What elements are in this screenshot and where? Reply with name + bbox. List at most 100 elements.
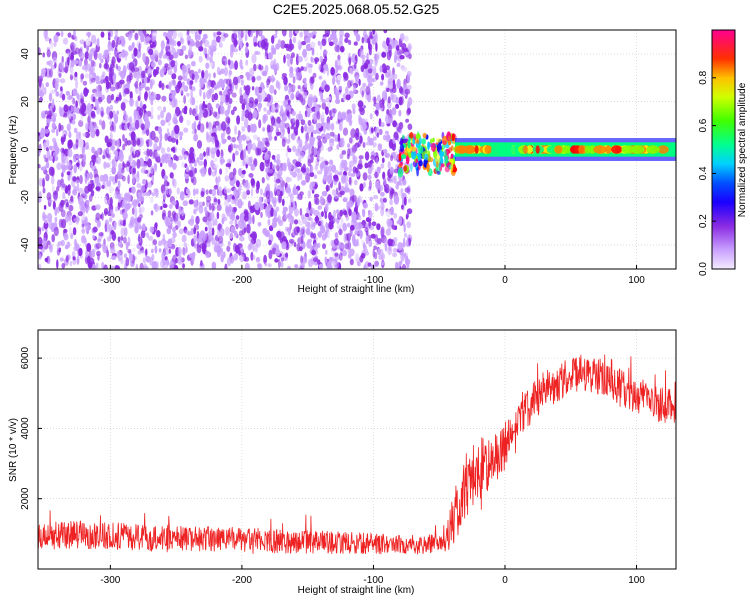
spectrogram-cell — [381, 90, 388, 100]
spectrogram-cell — [239, 59, 243, 69]
spectrogram-cell — [343, 233, 347, 243]
spectrogram-cell — [307, 189, 311, 199]
spectrogram-cell — [256, 137, 261, 142]
spectrogram-cell — [244, 109, 250, 119]
spectrogram-cell — [229, 204, 232, 210]
spectrogram-cell — [159, 140, 162, 149]
spectrogram-cell — [268, 125, 274, 133]
spectrogram-cell — [315, 215, 319, 224]
spectrogram-cell — [319, 55, 324, 63]
spectrogram-cell — [360, 252, 366, 259]
spectrogram-cell — [106, 147, 110, 154]
spectrogram-cell — [150, 165, 154, 175]
spectrogram-cell — [376, 238, 382, 245]
spectrogram-cell — [43, 86, 47, 95]
spectrogram-cell — [189, 253, 194, 258]
spectrogram-cell — [208, 167, 212, 176]
spectrogram-cell — [353, 62, 357, 70]
spectrogram-cell — [173, 65, 178, 73]
spectrogram-cell — [154, 245, 158, 254]
spectrogram-cell — [229, 232, 234, 239]
spectrogram-cell — [408, 132, 414, 139]
spectrogram-cell — [421, 138, 427, 145]
spectrogram-cell — [188, 218, 195, 226]
spectrogram-cell — [228, 70, 233, 76]
spectrogram-cell — [61, 172, 64, 178]
spectrogram-cell — [209, 211, 215, 222]
spectrogram-cell — [136, 170, 140, 178]
spectrogram-cell — [67, 139, 73, 149]
spectrogram-cell — [168, 203, 173, 209]
spectrogram-cell — [38, 177, 43, 187]
spectrogram-cell — [128, 62, 135, 71]
spectrogram-cell — [306, 207, 310, 215]
spectrogram-cell — [285, 252, 289, 258]
spectrogram-cell — [172, 90, 177, 96]
spectrogram-cell — [227, 240, 231, 246]
spectrogram-cell — [426, 162, 430, 173]
spectrogram-cell — [305, 173, 310, 183]
spectrogram-cell — [53, 42, 57, 47]
spectrogram-cell — [365, 235, 369, 245]
spectrogram-cell — [244, 34, 248, 42]
spectrogram-cell — [44, 219, 48, 224]
spectrogram-cell — [347, 241, 352, 250]
spectrogram-cell — [41, 68, 47, 74]
spectrogram-cell — [81, 65, 88, 71]
spectrogram-cell — [205, 62, 210, 69]
spectrogram-x-tick-label: 0 — [502, 275, 508, 286]
spectrogram-cell — [170, 79, 175, 87]
spectrogram-cell — [271, 221, 277, 229]
spectrogram-cell — [372, 136, 377, 141]
spectrogram-cell — [347, 248, 351, 254]
spectrogram-cell — [77, 211, 83, 217]
spectrogram-cell — [182, 263, 186, 269]
spectrogram-cell — [334, 232, 338, 238]
spectrogram-cell — [358, 159, 363, 167]
spectrogram-cell — [110, 86, 115, 92]
spectrogram-cell — [376, 94, 381, 102]
spectrogram-cell — [316, 135, 322, 141]
spectrogram-cell — [176, 187, 180, 195]
spectrogram-cell — [111, 145, 114, 152]
spectrogram-cell — [205, 189, 209, 195]
spectrogram-cell — [67, 148, 73, 158]
spectrogram-cell — [382, 171, 386, 180]
spectrogram-cell — [70, 195, 74, 202]
spectrogram-cell — [150, 61, 156, 68]
spectrogram-cell — [444, 165, 450, 173]
spectrogram-cell — [211, 202, 215, 212]
spectrogram-cell — [120, 102, 126, 111]
spectrogram-cell — [347, 143, 351, 149]
spectrogram-cell — [374, 31, 378, 39]
spectrogram-cell — [268, 249, 273, 260]
spectrogram-cell — [354, 252, 360, 263]
spectrogram-cell — [241, 169, 246, 175]
spectrogram-cell — [171, 200, 177, 206]
spectrogram-cell — [387, 238, 393, 247]
spectrogram-cell — [249, 67, 255, 78]
spectrogram-cell — [294, 264, 299, 269]
spectrogram-cell — [132, 30, 135, 33]
spectrogram-cell — [306, 227, 311, 236]
spectrogram-cell — [79, 164, 83, 172]
spectrogram-cell — [403, 237, 406, 248]
spectrogram-cell — [407, 43, 412, 51]
spectrogram-cell — [150, 105, 154, 116]
spectrogram-cell — [313, 242, 319, 251]
spectrogram-cell — [222, 251, 226, 259]
spectrogram-cell — [404, 88, 411, 95]
spectrogram-cell — [424, 153, 429, 161]
spectrogram-cell — [304, 213, 310, 218]
spectrogram-cell — [376, 223, 381, 231]
spectrogram-cell — [381, 73, 385, 81]
spectrogram-cell — [239, 94, 244, 105]
snr-x-ticks: -300 -200 -100 0 100 — [100, 565, 645, 586]
spectrogram-cell — [385, 209, 391, 218]
spectrogram-cell — [377, 143, 383, 148]
spectrogram-y-tick-label: -40 — [20, 237, 31, 252]
spectrogram-cell — [422, 132, 427, 139]
spectrogram-cell — [134, 81, 139, 89]
spectrogram-cell — [181, 161, 185, 168]
carrier-line-cell — [584, 145, 591, 154]
